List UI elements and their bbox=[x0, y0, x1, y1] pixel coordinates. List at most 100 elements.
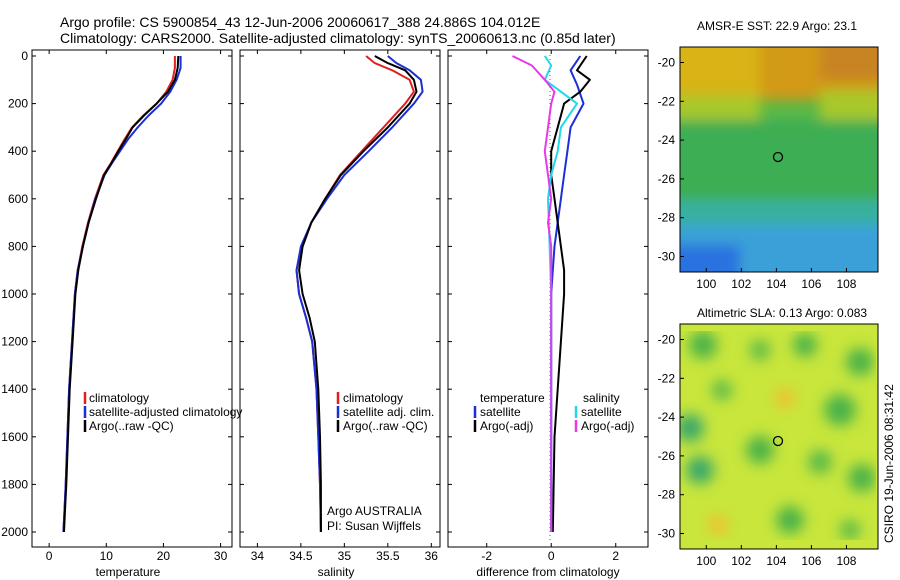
map-x-tick-label: 108 bbox=[836, 554, 856, 568]
temperature-panel: 0 200 400 600 800 1000 1200 1400 1600 1800 2000 0 1… bbox=[1, 49, 242, 579]
map-x-tick-label: 100 bbox=[696, 277, 716, 291]
salinity-legend: climatology satellite adj. clim. Argo(..… bbox=[336, 391, 434, 433]
map-y-tick-label: -26 bbox=[658, 172, 676, 186]
y-tick-label: 1000 bbox=[1, 287, 28, 301]
legend-label-climatology: climatology bbox=[343, 391, 403, 405]
sst-field bbox=[680, 47, 878, 272]
map-y-tick-label: -22 bbox=[658, 371, 676, 385]
map-x-tick-label: 104 bbox=[766, 554, 786, 568]
legend-label-temp-satellite: satellite bbox=[480, 405, 521, 419]
y-tick-label: 0 bbox=[21, 49, 28, 63]
map-y-tick-label: -20 bbox=[658, 56, 676, 70]
map-y-tick-label: -24 bbox=[658, 133, 676, 147]
legend-label-satellite: satellite adj. clim. bbox=[343, 405, 434, 419]
x-tick-label: 36 bbox=[425, 549, 439, 563]
salinity-x-ticks: 34 34.5 35 35.5 36 bbox=[251, 50, 439, 563]
map-x-tick-label: 102 bbox=[731, 277, 751, 291]
legend-label-sal-satellite: satellite bbox=[581, 405, 622, 419]
x-tick-label: 2 bbox=[612, 549, 619, 563]
map-x-tick-label: 106 bbox=[801, 277, 821, 291]
x-tick-label: -2 bbox=[481, 549, 492, 563]
map-x-tick-label: 104 bbox=[766, 277, 786, 291]
temperature-xlabel: temperature bbox=[96, 565, 161, 579]
salinity-panel: 34 34.5 35 35.5 36 salinity climatology sate… bbox=[239, 49, 441, 579]
temperature-legend: climatology satellite-adjusted climatolo… bbox=[83, 391, 242, 433]
difference-xlabel: difference from climatology bbox=[476, 565, 619, 579]
profile-line-argo-raw-qc bbox=[298, 55, 418, 532]
y-tick-label: 1400 bbox=[1, 382, 28, 396]
map-y-tick-label: -20 bbox=[658, 333, 676, 347]
map-y-tick-label: -30 bbox=[658, 249, 676, 263]
difference-axes-frame bbox=[447, 49, 649, 548]
figure-title-line2: Climatology: CARS2000. Satellite-adjuste… bbox=[60, 30, 616, 46]
profile-line-climatology bbox=[295, 55, 415, 533]
x-tick-label: 30 bbox=[214, 549, 228, 563]
temperature-axes-frame bbox=[31, 49, 233, 548]
sst-argo-position-marker[interactable] bbox=[772, 151, 784, 163]
agency-label: Argo AUSTRALIA bbox=[327, 504, 422, 518]
map-x-tick-label: 100 bbox=[696, 554, 716, 568]
map-y-tick-label: -28 bbox=[658, 488, 676, 502]
sla-map-ticks: 100 102 104 106 108 -20 -22 -24 -26 -28 -30 bbox=[658, 333, 857, 568]
legend-label-satellite: satellite-adjusted climatology bbox=[89, 405, 242, 419]
figure-title-line1: Argo profile: CS 5900854_43 12-Jun-2006 … bbox=[60, 14, 540, 30]
map-y-tick-label: -26 bbox=[658, 449, 676, 463]
x-tick-label: 0 bbox=[46, 549, 53, 563]
difference-panel: -2 0 2 difference from climatology tempera… bbox=[447, 49, 649, 579]
x-tick-label: 20 bbox=[157, 549, 171, 563]
x-tick-label: 34.5 bbox=[289, 549, 313, 563]
map-x-tick-label: 108 bbox=[836, 277, 856, 291]
x-tick-label: 0 bbox=[548, 549, 555, 563]
map-y-tick-label: -28 bbox=[658, 211, 676, 225]
y-tick-label: 2000 bbox=[1, 525, 28, 539]
temperature-x-ticks: 0 10 20 30 bbox=[46, 50, 228, 563]
map-y-tick-label: -24 bbox=[658, 410, 676, 424]
side-timestamp-label: CSIRO 19-Jun-2006 08:31:42 bbox=[882, 384, 896, 543]
profile-line-temperature-satellite bbox=[550, 55, 585, 532]
sla-map-panel: Altimetric SLA: 0.13 Argo: 0.083 bbox=[658, 306, 879, 568]
map-y-tick-label: -22 bbox=[658, 94, 676, 108]
profile-line-salinity-argo-adj bbox=[512, 55, 556, 532]
sla-field bbox=[680, 331, 876, 540]
legend-label-climatology: climatology bbox=[89, 391, 149, 405]
temperature-profiles bbox=[62, 55, 182, 533]
x-tick-label: 35.5 bbox=[376, 549, 400, 563]
y-tick-label: 1200 bbox=[1, 335, 28, 349]
legend-label-argo: Argo(..raw -QC) bbox=[343, 419, 428, 433]
sla-map-title: Altimetric SLA: 0.13 Argo: 0.083 bbox=[697, 306, 867, 320]
legend-label-sal-argo: Argo(-adj) bbox=[581, 419, 634, 433]
y-tick-label: 200 bbox=[8, 97, 28, 111]
difference-profiles bbox=[512, 55, 591, 533]
temperature-y-ticks: 0 200 400 600 800 1000 1200 1400 1600 1800 2000 bbox=[1, 49, 232, 539]
profile-line-satellite-adj-clim bbox=[295, 55, 424, 533]
x-tick-label: 34 bbox=[251, 549, 265, 563]
legend-label-temp-argo: Argo(-adj) bbox=[480, 419, 533, 433]
x-tick-label: 35 bbox=[338, 549, 352, 563]
y-tick-label: 1800 bbox=[1, 477, 28, 491]
difference-x-ticks: -2 0 2 bbox=[481, 50, 619, 563]
salinity-profiles bbox=[295, 55, 424, 533]
salinity-y-ticks bbox=[240, 55, 440, 533]
legend-title-temperature: temperature bbox=[480, 391, 545, 405]
profile-line-satellite-adjusted-climatology bbox=[62, 56, 182, 533]
legend-label-argo: Argo(..raw -QC) bbox=[89, 419, 174, 433]
pi-label: PI: Susan Wijffels bbox=[327, 519, 421, 533]
sst-map-frame bbox=[679, 46, 879, 273]
salinity-axes-frame bbox=[239, 49, 441, 548]
sla-map-frame bbox=[679, 323, 879, 550]
sst-map-panel: AMSR-E SST: 22.9 Argo: 23.1 100 102 104 106… bbox=[658, 19, 879, 291]
y-tick-label: 600 bbox=[8, 192, 28, 206]
sst-map-ticks: 100 102 104 106 108 -20 -22 -24 -26 -28 -30 bbox=[658, 56, 857, 291]
legend-title-salinity: salinity bbox=[583, 391, 620, 405]
map-x-tick-label: 106 bbox=[801, 554, 821, 568]
sst-map-title: AMSR-E SST: 22.9 Argo: 23.1 bbox=[697, 19, 857, 33]
sla-argo-position-marker[interactable] bbox=[772, 435, 784, 447]
salinity-xlabel: salinity bbox=[318, 565, 355, 579]
map-y-tick-label: -30 bbox=[658, 526, 676, 540]
profile-line-argo-raw-qc bbox=[63, 55, 180, 533]
difference-legend: temperature salinity satellite Argo(-adj… bbox=[473, 391, 634, 433]
x-tick-label: 10 bbox=[100, 549, 114, 563]
profile-line-climatology bbox=[62, 56, 176, 533]
map-x-tick-label: 102 bbox=[731, 554, 751, 568]
